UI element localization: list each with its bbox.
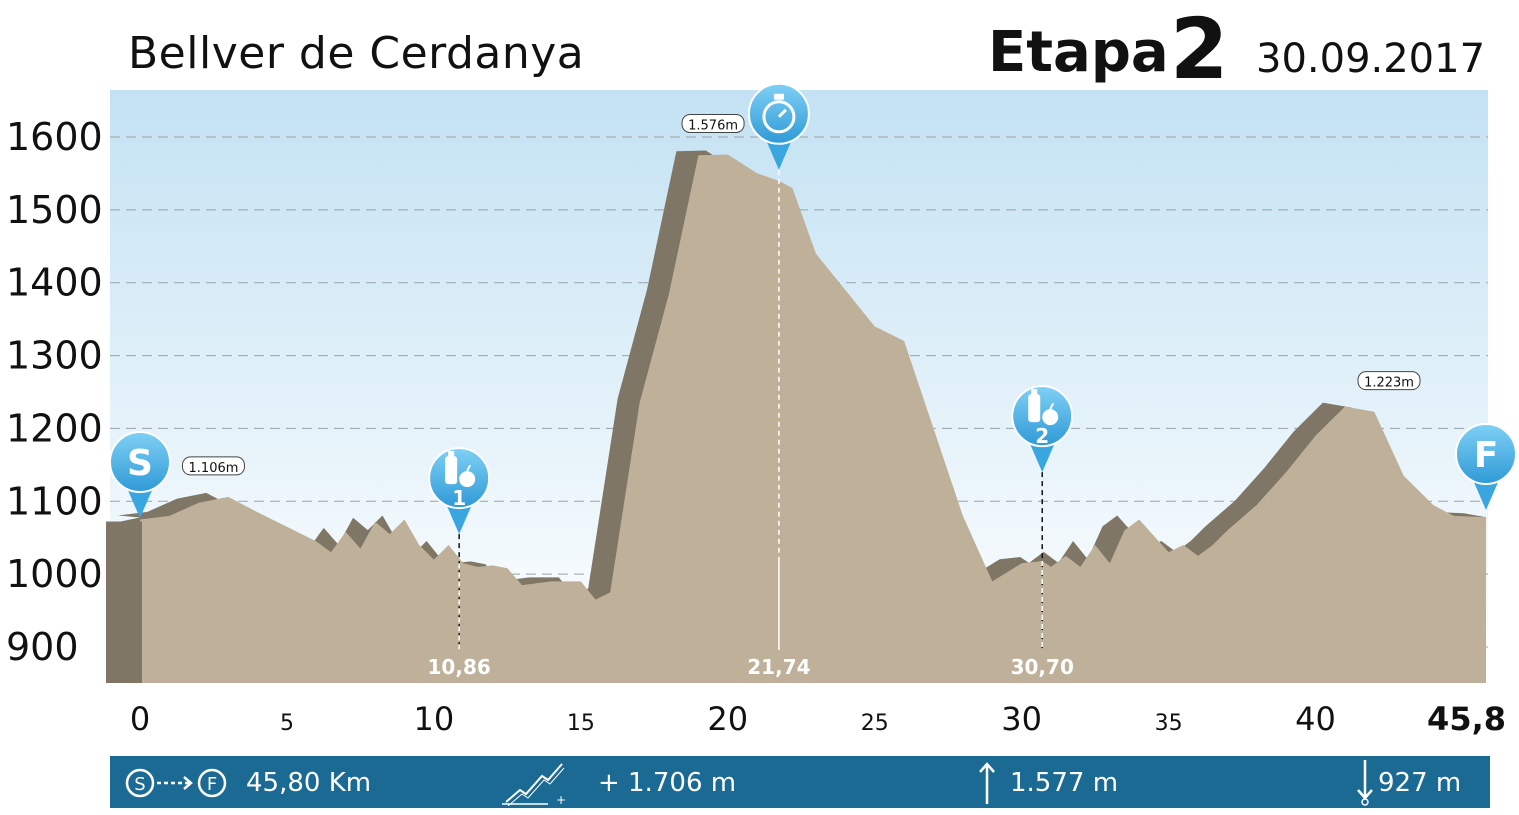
descent-value: 927 m <box>1378 768 1462 798</box>
x-tick-label: 5 <box>280 711 294 736</box>
y-tick-label: 1100 <box>6 479 103 523</box>
x-tick-label: 40 <box>1295 700 1336 738</box>
x-tick-label: 30 <box>1001 700 1042 738</box>
elevation-label: 1.106m <box>189 461 239 476</box>
marker-km-label: 10,86 <box>428 655 491 679</box>
feed-station-number: 1 <box>452 486 466 510</box>
terrain-start-wall <box>106 521 142 683</box>
ascent-value: + 1.706 m <box>598 768 737 798</box>
feed-station-marker-pin-tail <box>1029 442 1056 473</box>
apple-icon <box>1042 409 1059 426</box>
x-tick-label: 45,8 <box>1427 700 1506 738</box>
stopwatch-marker-pin <box>747 82 810 145</box>
y-tick-label: 1300 <box>6 334 103 378</box>
elevation-label: 1.576m <box>688 118 738 133</box>
feed-station-marker-pin <box>428 447 491 510</box>
bottle-icon-cap <box>448 451 455 458</box>
x-tick-label: 35 <box>1155 711 1183 736</box>
start-marker-pin-tail <box>127 488 153 518</box>
start-marker-pin <box>109 431 171 493</box>
feed-station-marker-pin-tail <box>446 504 473 535</box>
stopwatch-icon-hand <box>777 108 787 118</box>
stopwatch-marker-pin-tail <box>765 139 792 170</box>
y-tick-label: 1000 <box>6 552 103 596</box>
marker-km-label: 21,74 <box>747 655 810 679</box>
terrain-profile <box>140 154 1486 683</box>
x-tick-label: 15 <box>567 711 595 736</box>
max-elevation-icon <box>979 762 995 804</box>
x-tick-label: 10 <box>414 700 455 738</box>
elevation-label-box <box>1357 371 1421 391</box>
apple-icon <box>459 471 476 488</box>
y-tick-label: 1500 <box>6 188 103 232</box>
feed-station-marker-pin <box>1011 385 1074 448</box>
stage-number: 2 <box>1170 0 1229 98</box>
y-tick-label: 1200 <box>6 406 103 450</box>
ascent-icon: + <box>502 763 566 806</box>
marker-km-label: 30,70 <box>1011 655 1074 679</box>
svg-text:F: F <box>207 774 217 795</box>
stopwatch-icon-crown <box>773 93 784 100</box>
feed-station-number: 2 <box>1035 424 1049 448</box>
y-tick-label: 900 <box>6 625 79 669</box>
stage-label: Etapa <box>988 20 1169 85</box>
marker-symbol: F <box>1474 435 1499 476</box>
x-tick-label: 0 <box>130 700 150 738</box>
descent-icon <box>1357 760 1373 806</box>
start-to-finish-icon: S F <box>125 768 227 798</box>
distance-value: 45,80 Km <box>246 768 372 798</box>
bottle-icon <box>1028 394 1041 423</box>
stage-summary-bar: S F 45,80 Km + + 1.706 m 1.577 m 927 m <box>110 756 1490 808</box>
bottle-icon <box>445 456 458 485</box>
bottle-icon-cap <box>1031 389 1038 396</box>
stopwatch-icon <box>762 100 796 134</box>
elevation-label-box <box>681 113 745 133</box>
y-tick-label: 1600 <box>6 115 103 159</box>
location-title: Bellver de Cerdanya <box>128 28 585 79</box>
x-tick-label: 20 <box>707 700 748 738</box>
x-tick-label: 25 <box>861 711 889 736</box>
elevation-label-box <box>181 456 245 476</box>
elevation-label: 1.223m <box>1364 376 1414 391</box>
marker-symbol: S <box>127 443 153 484</box>
svg-text:S: S <box>134 774 145 795</box>
y-tick-label: 1400 <box>6 261 103 305</box>
finish-marker-pin-tail <box>1473 480 1499 510</box>
max-elevation-value: 1.577 m <box>1010 768 1119 798</box>
apple-icon-stem <box>1049 402 1055 410</box>
svg-text:+: + <box>556 793 566 806</box>
elevation-profile-chart: 900 1000 1100 1200 1300 1400 1500 1600 0 5 10 15 20… <box>6 82 1517 738</box>
stage-date: 30.09.2017 <box>1256 36 1486 82</box>
apple-icon-stem <box>466 464 472 472</box>
finish-marker-pin <box>1455 423 1517 485</box>
